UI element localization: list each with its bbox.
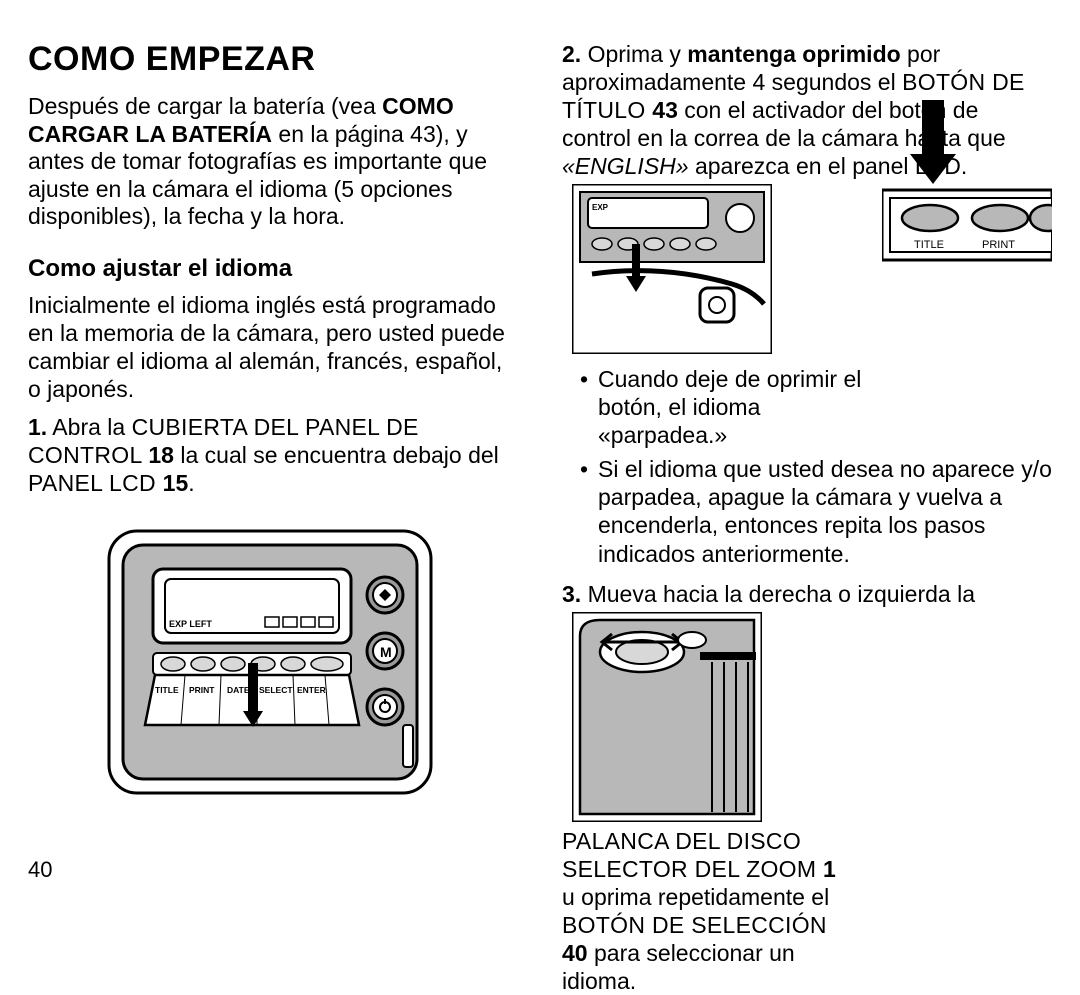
svg-text:EXP LEFT: EXP LEFT: [169, 619, 212, 629]
step-3-ref1: 1: [823, 856, 836, 882]
bullet-2: Si el idioma que usted desea no aparece …: [580, 455, 1052, 567]
step-3-sc2: BOTÓN DE SELECCIÓN: [562, 912, 827, 938]
step-2-italic: «ENGLISH»: [562, 153, 689, 179]
intro-text-a: Después de cargar la batería (vea: [28, 93, 382, 119]
figure-camera-back: EXP LEFT M: [103, 525, 443, 805]
step-3-number: 3.: [562, 581, 581, 607]
figure-zoom-dial: [572, 612, 1052, 827]
svg-text:M: M: [380, 644, 392, 660]
svg-text:EXP: EXP: [592, 203, 609, 212]
bullet-1-text: Cuando deje de oprimir el botón, el idio…: [598, 365, 878, 449]
step-3-a: Mueva hacia la derecha o izquierda la: [581, 581, 975, 607]
step-2-number: 2.: [562, 41, 581, 67]
svg-text:SELECT: SELECT: [259, 685, 293, 695]
step-1-sc2: PANEL LCD: [28, 470, 163, 496]
step-2-ref: 43: [652, 97, 678, 123]
page-title: COMO EMPEZAR: [28, 40, 518, 79]
svg-text:DATE: DATE: [227, 685, 250, 695]
step-1-e: .: [188, 470, 194, 496]
svg-text:PRINT: PRINT: [982, 239, 1015, 251]
step-2-a: Oprima y: [581, 41, 687, 67]
step-3: 3. Mueva hacia la derecha o izquierda la: [562, 580, 1052, 608]
step-2-bold: mantenga oprimido: [687, 41, 900, 67]
step-1-ref2: 15: [163, 470, 189, 496]
step-1: 1. Abra la CUBIERTA DEL PANEL DE CONTROL…: [28, 413, 518, 497]
step-3-sc1: PALANCA DEL DISCO SELECTOR DEL ZOOM: [562, 828, 823, 882]
step-2-bullets: Cuando deje de oprimir el botón, el idio…: [580, 359, 1052, 567]
bullet-1: Cuando deje de oprimir el botón, el idio…: [580, 365, 1052, 449]
step-1-ref1: 18: [148, 442, 174, 468]
intro-paragraph: Después de cargar la batería (vea COMO C…: [28, 93, 518, 231]
body-paragraph: Inicialmente el idioma inglés está progr…: [28, 291, 518, 403]
step-3-c: u oprima repetidamente el: [562, 884, 829, 910]
figure-title-button: TITLE PRINT: [882, 100, 1052, 275]
step-3-cont: PALANCA DEL DISCO SELECTOR DEL ZOOM 1 u …: [562, 827, 842, 995]
step-1-a: Abra la: [47, 414, 131, 440]
left-column: COMO EMPEZAR Después de cargar la baterí…: [28, 40, 518, 889]
step-3-e: para seleccionar un idioma.: [562, 940, 795, 994]
right-column: TITLE PRINT 2. Oprima y mantenga oprimid…: [562, 40, 1052, 889]
svg-text:TITLE: TITLE: [914, 239, 944, 251]
step-3-ref2: 40: [562, 940, 588, 966]
svg-text:ENTER: ENTER: [297, 685, 326, 695]
step-1-number: 1.: [28, 414, 47, 440]
step-1-c: la cual se encuentra debajo del: [174, 442, 499, 468]
page-number: 40: [28, 857, 52, 883]
section-heading: Como ajustar el idioma: [28, 255, 518, 283]
svg-text:TITLE: TITLE: [155, 685, 179, 695]
svg-text:PRINT: PRINT: [189, 685, 215, 695]
